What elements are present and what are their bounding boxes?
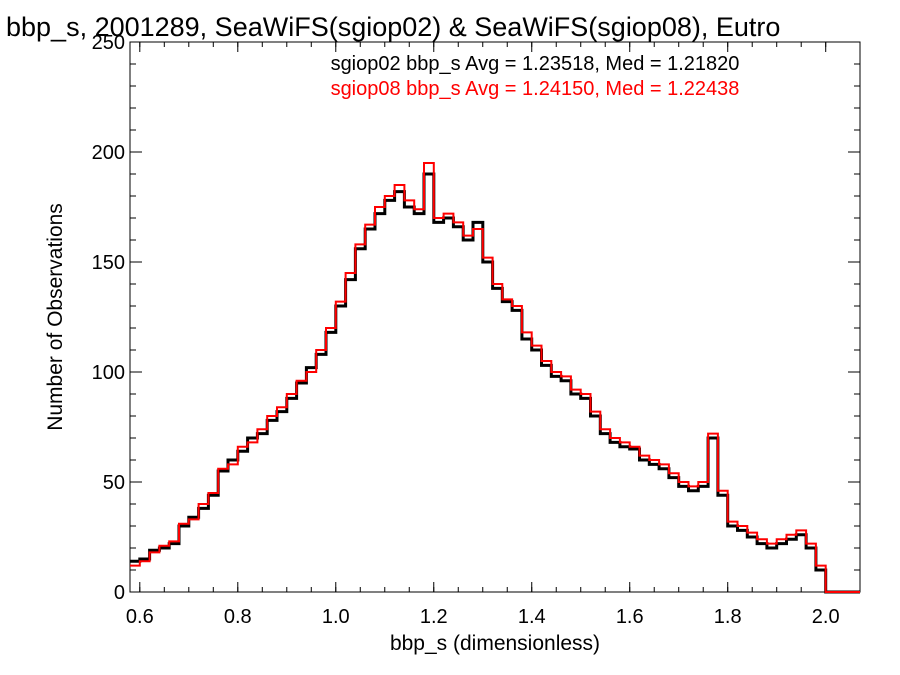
series-layer bbox=[130, 162, 860, 594]
annotation-sgiop02: sgiop02 bbp_s Avg = 1.23518, Med = 1.218… bbox=[331, 53, 740, 75]
annotation-sgiop08: sgiop08 bbp_s Avg = 1.24150, Med = 1.224… bbox=[331, 78, 740, 100]
y-tick-label: 100 bbox=[92, 362, 125, 384]
series-1-histogram bbox=[130, 162, 860, 593]
y-axis-label: Number of Observations bbox=[44, 203, 67, 431]
y-tick-label: 0 bbox=[114, 582, 125, 604]
x-tick-label: 0.6 bbox=[126, 606, 154, 628]
x-tick-label: 1.2 bbox=[420, 606, 448, 628]
plot-frame bbox=[129, 41, 861, 593]
x-tick-label: 2.0 bbox=[812, 606, 840, 628]
y-tick-label: 150 bbox=[92, 252, 125, 274]
y-tick-label: 200 bbox=[92, 142, 125, 164]
x-axis: 0.6 0.8 1.0 1.2 1.4 1.6 1.8 2.0 bbox=[126, 42, 840, 628]
x-axis-label: bbp_s (dimensionless) bbox=[390, 632, 600, 655]
x-tick-label: 1.8 bbox=[714, 606, 742, 628]
plot-border bbox=[129, 41, 861, 593]
y-tick-label: 50 bbox=[103, 472, 125, 494]
y-axis: 0 50 100 150 200 250 bbox=[92, 32, 860, 604]
x-tick-label: 0.8 bbox=[224, 606, 252, 628]
y-tick-label: 250 bbox=[92, 32, 125, 54]
x-tick-label: 1.6 bbox=[616, 606, 644, 628]
x-tick-label: 1.4 bbox=[518, 606, 546, 628]
chart-title: bbp_s, 2001289, SeaWiFS(sgiop02) & SeaWi… bbox=[6, 12, 780, 42]
x-tick-label: 1.0 bbox=[322, 606, 350, 628]
series-0-histogram bbox=[130, 172, 860, 594]
